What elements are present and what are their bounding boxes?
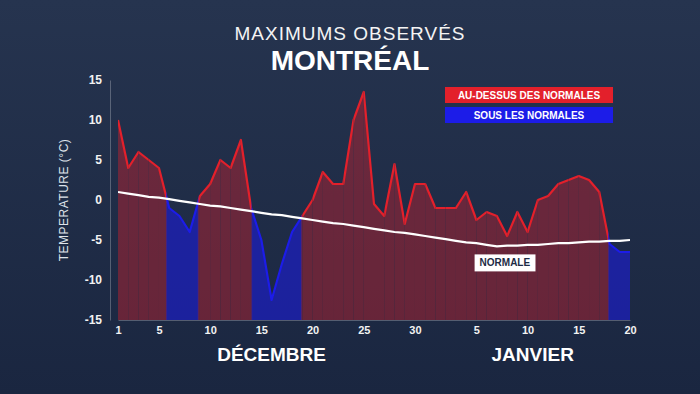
- x-axis-line: [119, 320, 631, 321]
- title: MAXIMUMS OBSERVÉS: [235, 23, 466, 44]
- x-tick-label: 30: [409, 324, 421, 336]
- y-tick-label: 10: [89, 113, 103, 127]
- legend: AU-DESSUS DES NORMALES SOUS LES NORMALES: [445, 87, 613, 123]
- y-tick-label: 15: [89, 73, 103, 87]
- x-tick: 20: [624, 320, 636, 336]
- normal-label-text: NORMALE: [480, 257, 531, 268]
- y-tick-label: -5: [91, 233, 102, 247]
- x-tick: 15: [256, 320, 268, 336]
- chart-svg: 151050-5-10-151510152025305101520DÉCEMBR…: [0, 0, 700, 394]
- y-axis-title: TEMPERATURE (°C): [57, 139, 71, 262]
- x-tick: 5: [156, 320, 162, 336]
- subtitle: MONTRÉAL: [271, 45, 430, 76]
- month-label: DÉCEMBRE: [217, 344, 326, 365]
- y-tick-label: 5: [95, 153, 102, 167]
- y-tick-label: 0: [95, 193, 102, 207]
- x-tick: 10: [522, 320, 534, 336]
- x-tick: 5: [474, 320, 480, 336]
- legend-label: AU-DESSUS DES NORMALES: [458, 90, 601, 101]
- month-label: JANVIER: [492, 344, 575, 365]
- x-tick-label: 5: [156, 324, 162, 336]
- legend-swatch: [445, 87, 613, 103]
- temp-above-group: [118, 92, 630, 320]
- y-tick: -15: [85, 313, 110, 327]
- y-tick: 5: [95, 153, 110, 167]
- y-tick: 10: [89, 113, 110, 127]
- x-tick-label: 5: [474, 324, 480, 336]
- y-tick: -10: [85, 273, 110, 287]
- x-tick-label: 15: [256, 324, 268, 336]
- x-tick-label: 25: [358, 324, 370, 336]
- y-tick: 0: [95, 193, 110, 207]
- y-tick: 15: [89, 73, 110, 87]
- temp-area-below: [118, 92, 630, 320]
- x-tick: 10: [205, 320, 217, 336]
- x-tick: 1: [115, 320, 121, 336]
- background: [0, 0, 700, 394]
- y-tick-label: -15: [85, 313, 103, 327]
- y-tick-label: -10: [85, 273, 103, 287]
- x-tick-label: 1: [115, 324, 121, 336]
- y-axis: 15 10 5 0 -5 -10 -15: [85, 73, 111, 327]
- temp-area-above: [118, 92, 630, 320]
- x-tick: 25: [358, 320, 370, 336]
- legend-label: SOUS LES NORMALES: [474, 110, 585, 121]
- x-tick: 20: [307, 320, 319, 336]
- chart-root: 151050-5-10-151510152025305101520DÉCEMBR…: [0, 0, 700, 394]
- y-axis-line: [110, 81, 111, 321]
- x-tick: 15: [573, 320, 585, 336]
- x-tick-label: 20: [624, 324, 636, 336]
- x-tick-label: 10: [205, 324, 217, 336]
- legend-swatch: [445, 107, 613, 123]
- normal-label: NORMALE: [475, 254, 536, 271]
- temp-line-below: [118, 92, 630, 300]
- x-tick-label: 10: [522, 324, 534, 336]
- normal-line: [118, 192, 630, 246]
- x-tick: 30: [409, 320, 421, 336]
- x-tick-label: 15: [573, 324, 585, 336]
- y-tick: -5: [91, 233, 110, 247]
- temp-below-group: [118, 92, 630, 320]
- x-tick-label: 20: [307, 324, 319, 336]
- plot-area: [118, 92, 630, 320]
- x-axis: 1510152025305101520: [115, 320, 636, 336]
- normal-label-box: [475, 254, 536, 271]
